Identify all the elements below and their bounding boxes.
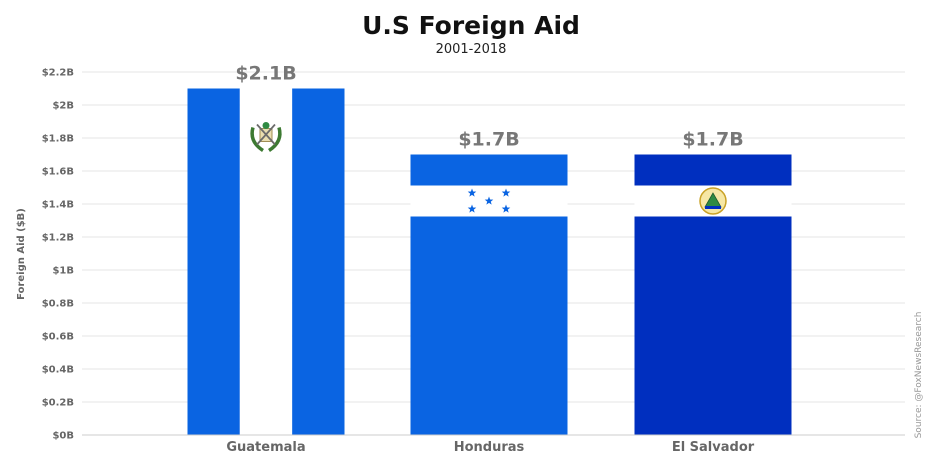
y-tick-label: $0.2B: [42, 398, 74, 409]
y-tick-label: $1B: [52, 266, 74, 277]
data-label: $1.7B: [682, 129, 743, 151]
flag-stripe-center: [239, 88, 293, 435]
y-axis-ticks: $0B $0.2B $0.4B $0.6B $0.8B $1B $1.2B $1.4B $1.6…: [42, 68, 74, 442]
data-label: $2.1B: [235, 63, 296, 85]
chart-subtitle: 2001-2018: [436, 42, 507, 57]
y-tick-label: $2B: [52, 101, 74, 112]
y-tick-label: $0.4B: [42, 365, 74, 376]
y-tick-label: $0.8B: [42, 299, 74, 310]
y-axis-label: Foreign Aid ($B): [16, 208, 27, 300]
y-tick-label: $0B: [52, 431, 74, 442]
star-icon: [501, 188, 511, 197]
y-tick-label: $1.8B: [42, 134, 74, 145]
bar-el-salvador: [634, 154, 792, 435]
chart-title: U.S Foreign Aid: [362, 11, 580, 40]
data-label: $1.7B: [458, 129, 519, 151]
star-icon: [467, 188, 477, 197]
flag-stripe-left: [187, 88, 240, 435]
y-tick-label: $1.2B: [42, 233, 74, 244]
y-tick-label: $1.6B: [42, 167, 74, 178]
x-tick-label: Honduras: [454, 440, 525, 455]
source-credit: Source: @FoxNewsResearch: [914, 312, 924, 439]
bar-honduras: [410, 154, 568, 435]
coat-of-arms-icon: [250, 122, 282, 152]
stars-group: [467, 188, 511, 213]
y-tick-label: $2.2B: [42, 68, 74, 79]
x-tick-label: El Salvador: [672, 440, 755, 455]
flag-stripe-right: [292, 88, 345, 435]
x-tick-label: Guatemala: [226, 440, 305, 455]
bars: [187, 88, 792, 435]
star-icon: [501, 204, 511, 213]
coat-of-arms-icon: [699, 187, 727, 215]
y-tick-label: $0.6B: [42, 332, 74, 343]
y-tick-label: $1.4B: [42, 200, 74, 211]
star-icon: [484, 196, 494, 205]
data-labels: $2.1B $1.7B $1.7B: [235, 63, 743, 151]
star-icon: [467, 204, 477, 213]
x-axis-ticks: Guatemala Honduras El Salvador: [226, 440, 754, 455]
bar-guatemala: [187, 88, 345, 435]
